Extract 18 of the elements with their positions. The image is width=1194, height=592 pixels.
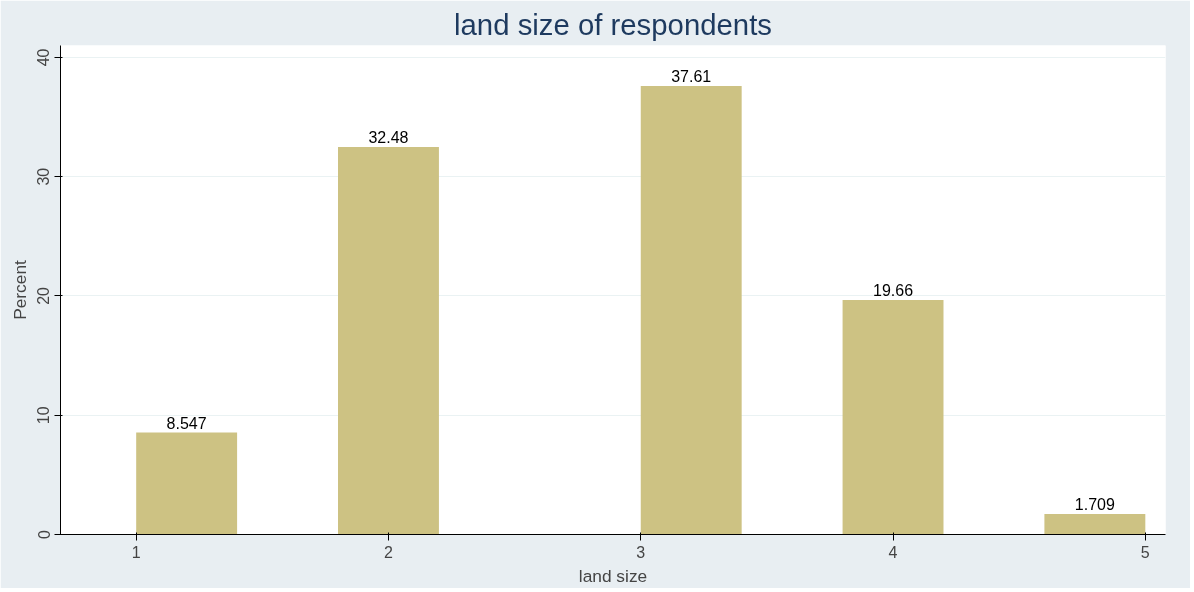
chart-title: land size of respondents — [454, 7, 772, 41]
y-tick-label: 10 — [35, 406, 53, 425]
data-label: 19.66 — [873, 282, 914, 300]
x-tick-label: 2 — [384, 543, 394, 561]
y-tick-label: 40 — [35, 48, 53, 67]
data-label: 8.547 — [166, 414, 207, 432]
data-label: 1.709 — [1074, 496, 1115, 514]
x-axis-title: land size — [578, 565, 648, 586]
y-tick-label: 30 — [35, 167, 53, 186]
data-label: 37.61 — [671, 67, 712, 85]
y-tick-label: 0 — [35, 529, 53, 539]
x-tick-label: 5 — [1140, 543, 1150, 561]
x-tick-label: 4 — [888, 543, 898, 561]
y-tick-label: 20 — [35, 286, 53, 305]
y-axis-title: Percent — [9, 259, 30, 320]
x-tick-label: 1 — [131, 543, 141, 561]
x-tick-label: 3 — [636, 543, 646, 561]
data-label: 32.48 — [368, 129, 409, 147]
